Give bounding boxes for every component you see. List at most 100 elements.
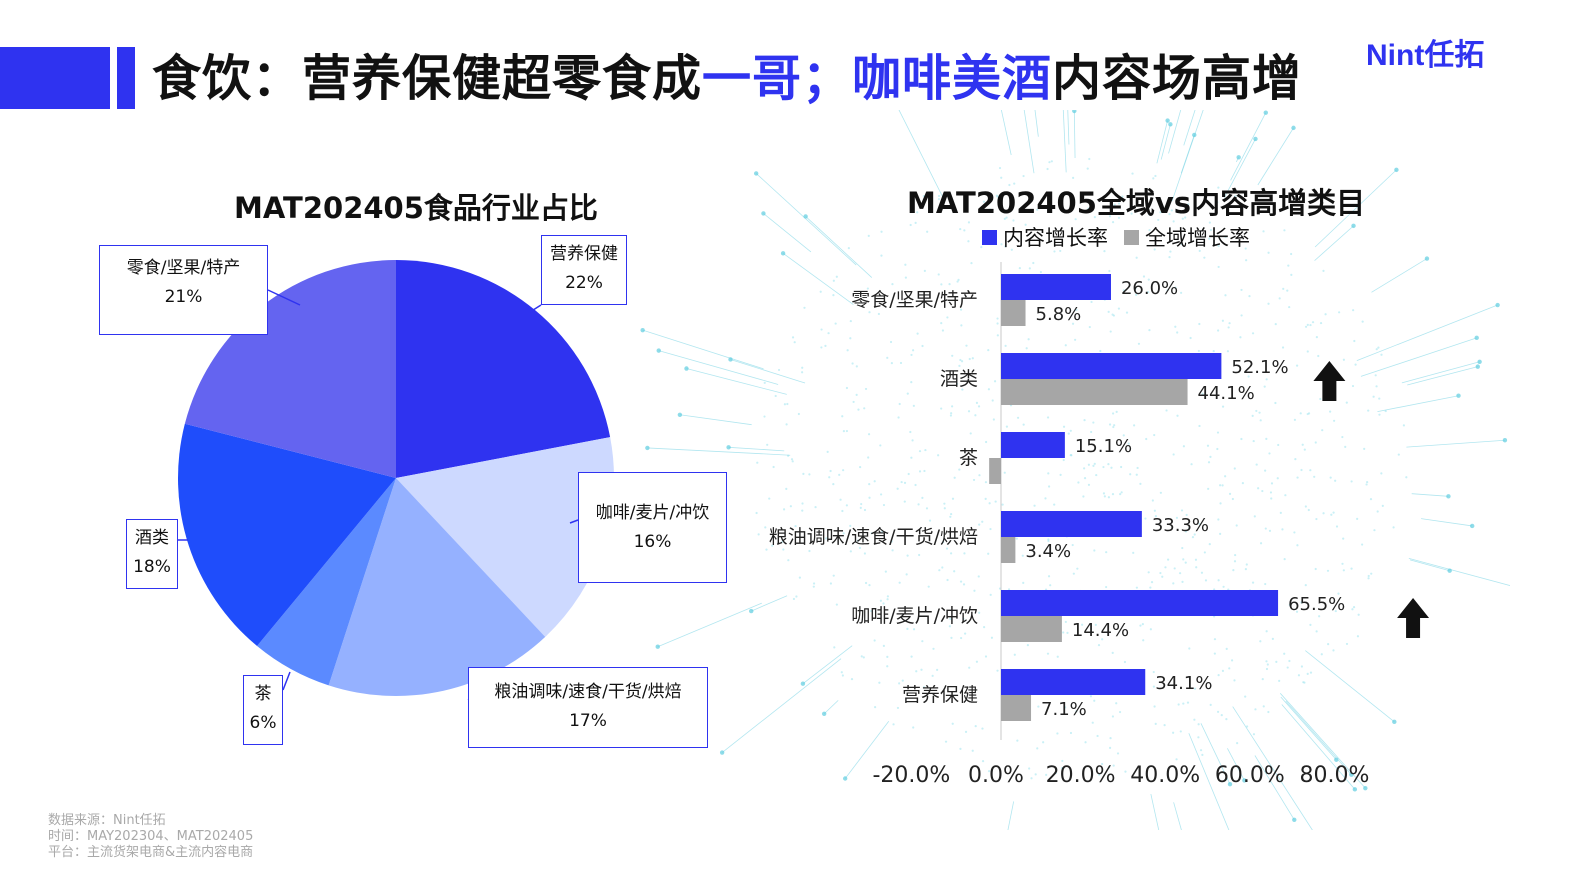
globe-dot xyxy=(946,316,949,319)
globe-dot xyxy=(868,483,871,486)
globe-dot xyxy=(978,611,981,614)
globe-dot xyxy=(1367,409,1370,412)
globe-dot xyxy=(1188,647,1191,650)
globe-dot xyxy=(886,595,889,598)
globe-dot xyxy=(1304,505,1307,508)
globe-ray-dot xyxy=(1394,167,1399,173)
globe-dot xyxy=(987,770,991,773)
globe-dot xyxy=(1151,499,1154,502)
globe-dot xyxy=(998,166,1002,170)
globe-dot xyxy=(1221,405,1225,408)
globe-dot xyxy=(956,280,959,283)
globe-dot xyxy=(1361,320,1364,323)
globe-ray-dot xyxy=(645,445,650,451)
globe-dot xyxy=(1300,665,1304,668)
globe-dot xyxy=(968,357,971,361)
globe-dot xyxy=(1004,344,1007,347)
globe-ray xyxy=(1160,124,1171,160)
globe-dot xyxy=(1039,270,1043,274)
globe-dot xyxy=(1269,491,1273,494)
globe-dot xyxy=(945,547,949,550)
globe-dot xyxy=(1297,674,1301,677)
globe-ray-dot xyxy=(1392,719,1397,725)
globe-dot xyxy=(918,470,922,473)
globe-dot xyxy=(835,603,838,606)
bar-value-label: 65.5% xyxy=(1288,594,1345,615)
globe-dot xyxy=(932,647,935,650)
globe-dot xyxy=(996,322,999,325)
globe-dot xyxy=(1067,432,1070,435)
globe-dot xyxy=(790,458,794,461)
globe-dot xyxy=(925,507,929,510)
globe-dot xyxy=(1180,243,1184,246)
footnote-period: 时间：MAY202304、MAT202405 xyxy=(48,829,254,844)
globe-dot xyxy=(891,283,894,286)
globe-ray xyxy=(642,329,764,370)
globe-dot xyxy=(1299,412,1302,415)
globe-dot xyxy=(1056,655,1059,658)
globe-dot xyxy=(1185,513,1188,517)
globe-ray xyxy=(1281,704,1356,790)
globe-dot xyxy=(996,317,999,320)
globe-dot xyxy=(1133,424,1136,427)
globe-dot xyxy=(948,283,951,286)
globe-dot xyxy=(1157,218,1160,222)
globe-dot xyxy=(1062,631,1065,634)
globe-dot xyxy=(1046,167,1049,171)
globe-dot xyxy=(1239,336,1242,339)
globe-dot xyxy=(1103,249,1106,253)
globe-dot xyxy=(826,450,829,453)
globe-dot xyxy=(1122,434,1125,437)
globe-dot xyxy=(1180,291,1183,294)
globe-dot xyxy=(921,496,924,499)
globe-dot xyxy=(1182,558,1185,561)
globe-dot xyxy=(1115,702,1118,705)
globe-dot xyxy=(1274,323,1277,326)
globe-ray xyxy=(805,216,873,278)
globe-dot xyxy=(931,674,934,677)
globe-dot xyxy=(1253,515,1256,518)
globe-dot xyxy=(1366,480,1369,484)
globe-dot xyxy=(874,706,877,709)
globe-dot xyxy=(924,448,927,452)
globe-dot xyxy=(975,660,979,663)
globe-ray xyxy=(898,110,944,199)
globe-dot xyxy=(846,349,849,352)
pie-slice-3 xyxy=(257,478,396,686)
globe-dot xyxy=(1333,419,1336,422)
globe-dot xyxy=(859,506,862,509)
globe-ray-dot xyxy=(780,251,786,256)
pie-leader-line-0 xyxy=(267,289,301,306)
globe-dot xyxy=(1313,475,1316,478)
globe-dot xyxy=(1221,319,1224,322)
globe-dot xyxy=(984,655,988,658)
globe-dot xyxy=(1075,308,1078,311)
globe-dot xyxy=(1384,409,1387,413)
globe-dot xyxy=(1109,737,1112,740)
globe-ray xyxy=(1360,337,1477,377)
globe-dot xyxy=(1201,392,1204,395)
globe-dot xyxy=(937,454,940,457)
globe-dot xyxy=(993,380,997,383)
globe-ray xyxy=(686,368,787,395)
globe-dot xyxy=(1342,537,1345,540)
globe-dot xyxy=(958,364,961,367)
globe-dot xyxy=(1074,218,1077,221)
globe-dot xyxy=(944,740,948,743)
globe-dot xyxy=(1175,516,1179,519)
page-title: 食饮：营养保健超零食成一哥；咖啡美酒内容场高增 xyxy=(152,44,1302,114)
globe-dot xyxy=(967,410,971,413)
globe-dot xyxy=(1240,288,1243,292)
globe-dot xyxy=(1257,487,1260,490)
globe-ray-dot xyxy=(1242,778,1247,783)
globe-dot xyxy=(1047,538,1050,541)
globe-dot xyxy=(1024,223,1027,226)
globe-dot xyxy=(1255,409,1258,413)
globe-dot xyxy=(1108,423,1112,426)
globe-dot xyxy=(940,321,943,325)
globe-dot xyxy=(1309,623,1312,626)
globe-dot xyxy=(1022,174,1025,178)
globe-dot xyxy=(994,500,997,503)
globe-dot xyxy=(1093,549,1096,552)
globe-dot xyxy=(1135,586,1138,589)
